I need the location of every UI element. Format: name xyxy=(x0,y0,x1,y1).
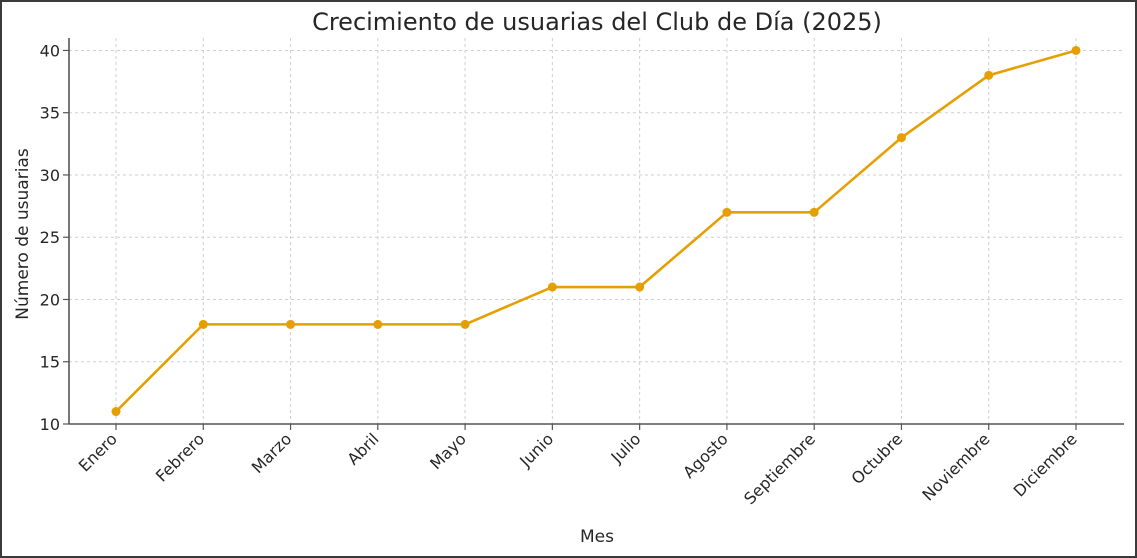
x-tick-label: Marzo xyxy=(248,429,296,477)
series-line xyxy=(115,49,1077,413)
data-point xyxy=(635,282,645,292)
y-tick-label: 30 xyxy=(40,166,60,185)
x-tick-label: Mayo xyxy=(426,429,470,473)
x-tick-label: Abril xyxy=(343,429,382,468)
y-tick-label: 10 xyxy=(40,415,60,434)
y-tick-label: 40 xyxy=(40,41,60,60)
y-tick-label: 25 xyxy=(40,228,60,247)
x-tick-label: Diciembre xyxy=(1010,429,1081,500)
data-point xyxy=(896,133,906,143)
x-tick-label: Noviembre xyxy=(918,429,993,504)
data-point xyxy=(722,207,732,217)
x-tick-label: Febrero xyxy=(152,429,208,485)
y-tick-label: 20 xyxy=(40,290,60,309)
x-axis-label: Mes xyxy=(580,527,614,547)
data-point xyxy=(373,319,383,329)
y-tick-label: 15 xyxy=(40,353,60,372)
x-tick-label: Julio xyxy=(607,429,645,467)
data-point xyxy=(1071,45,1081,55)
x-tick-label: Septiembre xyxy=(740,429,819,508)
data-point xyxy=(984,70,994,80)
x-tick-label: Enero xyxy=(75,429,121,475)
y-axis-label: Número de usuarias xyxy=(13,148,33,320)
x-tick-label: Octubre xyxy=(848,429,907,488)
data-point xyxy=(547,282,557,292)
data-point xyxy=(460,319,470,329)
chart-title: Crecimiento de usuarias del Club de Día … xyxy=(312,8,882,36)
data-point xyxy=(809,207,819,217)
data-point xyxy=(111,407,121,417)
data-point xyxy=(198,319,208,329)
data-point xyxy=(286,319,296,329)
x-tick-label: Junio xyxy=(515,429,557,471)
x-tick-label: Agosto xyxy=(679,429,732,482)
y-tick-label: 35 xyxy=(40,104,60,123)
